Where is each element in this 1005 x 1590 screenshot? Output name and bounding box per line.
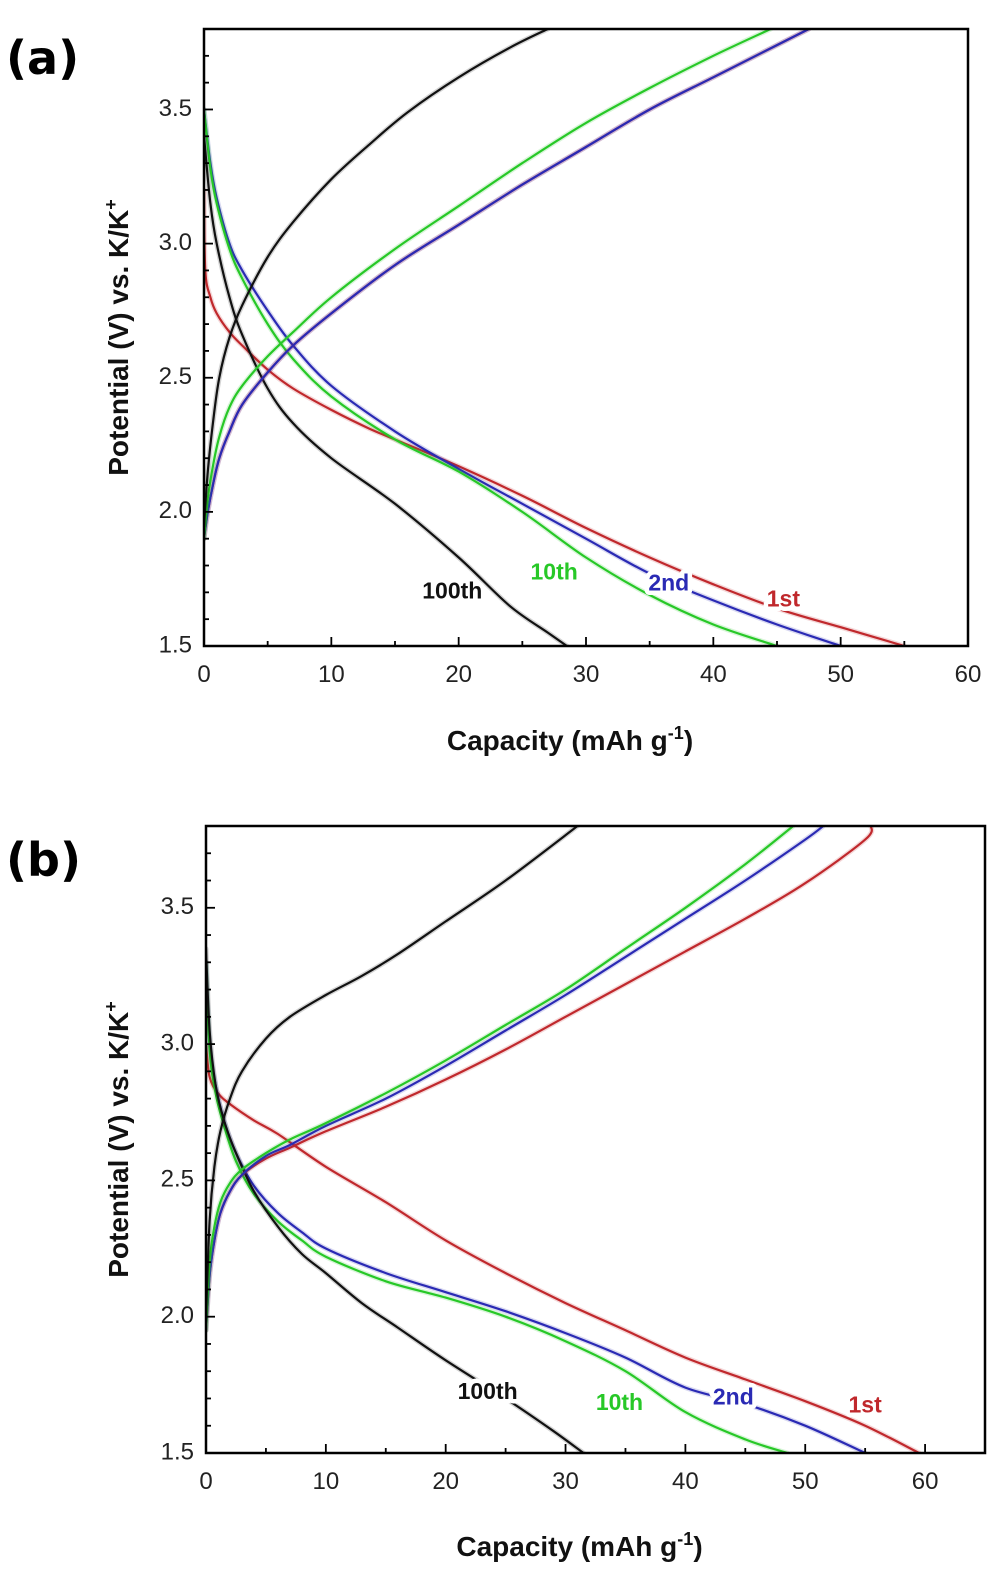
x-axis-title: Capacity (mAh g-1) bbox=[456, 1529, 702, 1562]
series-group bbox=[206, 826, 922, 1453]
x-tick-label: 60 bbox=[912, 1468, 939, 1495]
x-tick-label: 20 bbox=[432, 1468, 459, 1495]
curve-label-10th: 10th bbox=[531, 559, 578, 585]
series-10th-charge-line bbox=[206, 826, 795, 1332]
curve-label-1st: 1st bbox=[849, 1392, 883, 1418]
x-tick-label: 50 bbox=[792, 1468, 819, 1495]
y-axis-title: Potential (V) vs. K/K+ bbox=[101, 1001, 134, 1278]
y-tick-label: 1.5 bbox=[159, 631, 192, 658]
x-tick-label: 60 bbox=[955, 661, 982, 688]
x-tick-label: 10 bbox=[312, 1468, 339, 1495]
x-tick-label: 30 bbox=[552, 1468, 579, 1495]
x-tick-label: 0 bbox=[199, 1468, 212, 1495]
x-tick-label: 40 bbox=[700, 661, 727, 688]
panel-b-chart: (b) 100th 10th 2nd 1st 0 10 20 30 40 50 60 1.5 2.0 2.5… bbox=[6, 824, 987, 1562]
series-100th-charge-line bbox=[204, 29, 549, 527]
y-tick-label: 2.5 bbox=[159, 363, 192, 390]
panel-label-b: (b) bbox=[6, 833, 81, 887]
series-100th-discharge-line bbox=[204, 135, 568, 646]
series-2nd-charge-line bbox=[204, 29, 810, 540]
y-tick-label: 2.0 bbox=[161, 1302, 194, 1329]
curve-label-100th: 100th bbox=[458, 1378, 518, 1404]
series-2nd-discharge-line bbox=[204, 108, 842, 646]
curve-label-1st: 1st bbox=[767, 585, 801, 611]
plot-frame bbox=[204, 824, 987, 1455]
y-tick-label: 3.5 bbox=[159, 95, 192, 122]
series-10th-discharge-line bbox=[206, 961, 789, 1453]
y-tick-label: 3.0 bbox=[161, 1029, 194, 1056]
y-axis-title: Potential (V) vs. K/K+ bbox=[101, 199, 134, 476]
curve-label-2nd: 2nd bbox=[713, 1384, 754, 1410]
y-tick-label: 2.0 bbox=[159, 497, 192, 524]
series-2nd-charge-line bbox=[206, 826, 825, 1332]
x-tick-label: 10 bbox=[318, 661, 345, 688]
y-tick-label: 3.5 bbox=[161, 893, 194, 920]
y-tick-label: 2.5 bbox=[161, 1166, 194, 1193]
x-tick-label: 20 bbox=[445, 661, 472, 688]
panel-label-a: (a) bbox=[6, 31, 79, 85]
x-tick-label: 0 bbox=[197, 661, 210, 688]
x-tick-label: 50 bbox=[827, 661, 854, 688]
series-10th-discharge-line bbox=[204, 108, 779, 646]
y-tick-label: 1.5 bbox=[161, 1438, 194, 1465]
curve-label-2nd: 2nd bbox=[648, 569, 689, 595]
x-tick-label: 30 bbox=[573, 661, 600, 688]
curve-label-100th: 100th bbox=[422, 577, 482, 603]
x-tick-label: 40 bbox=[672, 1468, 699, 1495]
series-group bbox=[204, 29, 907, 646]
y-tick-label: 3.0 bbox=[159, 229, 192, 256]
curve-label-10th: 10th bbox=[596, 1389, 643, 1415]
series-100th-charge-line bbox=[206, 826, 579, 1318]
series-1st-discharge-line bbox=[204, 188, 906, 646]
panel-a-chart: (a) 100th 10th 2nd 1st 0 10 20 30 40 50 60 1.5 2.0 2.5… bbox=[6, 27, 982, 756]
x-axis-title: Capacity (mAh g-1) bbox=[447, 723, 693, 756]
series-100th-discharge-line bbox=[206, 947, 585, 1453]
series-10th-charge-line bbox=[204, 29, 772, 540]
